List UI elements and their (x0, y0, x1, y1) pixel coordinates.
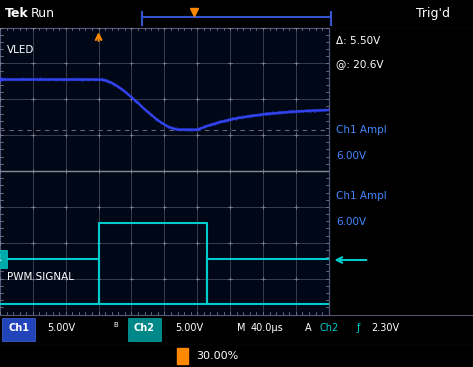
Text: B: B (114, 322, 118, 328)
Text: Run: Run (31, 7, 55, 20)
Text: Trig'd: Trig'd (416, 7, 450, 20)
Text: Ch1 Ampl: Ch1 Ampl (336, 125, 387, 135)
Bar (128, 318, 161, 341)
Text: @: 20.6V: @: 20.6V (336, 59, 384, 69)
Text: Δ: 5.50V: Δ: 5.50V (336, 36, 380, 46)
Text: PWM SIGNAL: PWM SIGNAL (7, 272, 74, 283)
Text: 5.00V: 5.00V (47, 323, 75, 333)
Bar (177, 348, 188, 364)
Text: Ch1 Ampl: Ch1 Ampl (336, 191, 387, 201)
Bar (0, 250, 7, 268)
Text: 30.00%: 30.00% (196, 351, 238, 361)
Text: ƒ: ƒ (357, 323, 360, 333)
Text: 1: 1 (0, 254, 1, 264)
Text: Ch2: Ch2 (319, 323, 339, 333)
Text: 2.30V: 2.30V (371, 323, 399, 333)
Bar (2, 318, 35, 341)
Text: M: M (236, 323, 245, 333)
Text: 6.00V: 6.00V (336, 151, 366, 161)
Text: Tek: Tek (5, 7, 28, 20)
Text: Ch1: Ch1 (9, 323, 29, 333)
Text: VLED: VLED (7, 45, 34, 55)
Text: A: A (305, 323, 312, 333)
Text: 5.00V: 5.00V (175, 323, 203, 333)
Text: 6.00V: 6.00V (336, 217, 366, 227)
Text: 40.0μs: 40.0μs (251, 323, 283, 333)
Text: Ch2: Ch2 (134, 323, 155, 333)
